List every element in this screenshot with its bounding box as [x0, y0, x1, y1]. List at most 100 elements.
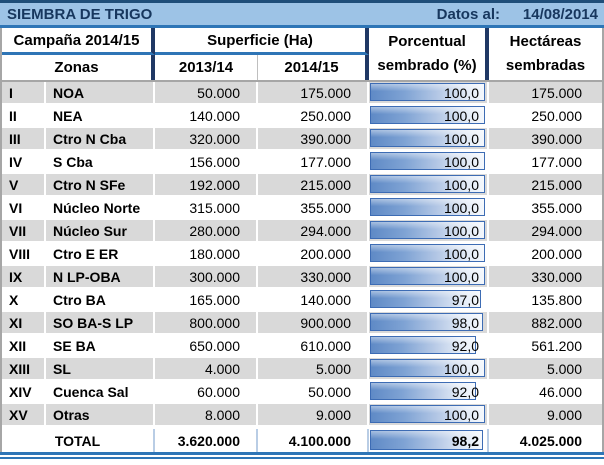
hectareas-value: 561.200: [489, 335, 602, 356]
pct-bar: [370, 221, 485, 239]
zone-name: Otras: [46, 404, 155, 425]
pct-value: 97,0: [451, 291, 479, 308]
superficie-2014-value: 5.000: [258, 358, 369, 379]
table-row: IX N LP-OBA 300.000 330.000 100,0 330.000: [2, 266, 602, 289]
superficie-2014-value: 50.000: [258, 381, 369, 402]
pct-bar: [370, 336, 476, 354]
zone-name: Cuenca Sal: [46, 381, 155, 402]
pct-value: 100,0: [443, 153, 479, 170]
header-porcentual-line1: Porcentual: [388, 33, 466, 50]
table-row: VIII Ctro E ER 180.000 200.000 100,0 200.000: [2, 243, 602, 266]
datos-al-label: Datos al:: [436, 5, 500, 23]
total-pct-cell: 98,2: [369, 429, 489, 452]
header-zonas: Zonas: [2, 55, 155, 80]
superficie-2014-value: 294.000: [258, 220, 369, 241]
pct-cell: 100,0: [369, 220, 489, 241]
superficie-2013-value: 192.000: [155, 174, 258, 195]
row-index: VII: [2, 220, 46, 241]
pct-bar: [370, 175, 485, 193]
hectareas-value: 5.000: [489, 358, 602, 379]
row-index: II: [2, 105, 46, 126]
pct-value: 100,0: [443, 130, 479, 147]
superficie-2013-value: 315.000: [155, 197, 258, 218]
table-rows: I NOA 50.000 175.000 100,0 175.000 II NEA 140.00…: [2, 82, 602, 427]
pct-cell: 100,0: [369, 243, 489, 264]
pct-bar: [370, 152, 485, 170]
superficie-2014-value: 9.000: [258, 404, 369, 425]
zone-name: NOA: [46, 82, 155, 103]
pct-bar: [370, 382, 476, 400]
pct-bar: [370, 83, 485, 101]
hectareas-value: 250.000: [489, 105, 602, 126]
table-header: Campaña 2014/15 Superficie (Ha) Porcentu…: [2, 28, 602, 82]
header-hectareas: Hectáreas sembradas: [489, 28, 602, 80]
table-row: XIV Cuenca Sal 60.000 50.000 92,0 46.000: [2, 381, 602, 404]
zone-name: N LP-OBA: [46, 266, 155, 287]
header-porcentual: Porcentual sembrado (%): [369, 28, 489, 80]
header-2014-15: 2014/15: [258, 55, 369, 80]
pct-bar: [370, 405, 485, 423]
zone-name: Ctro BA: [46, 289, 155, 310]
superficie-2013-value: 800.000: [155, 312, 258, 333]
hectareas-value: 215.000: [489, 174, 602, 195]
superficie-2013-value: 8.000: [155, 404, 258, 425]
header-hectareas-line1: Hectáreas: [509, 33, 582, 50]
pct-bar: [370, 129, 485, 147]
pct-bar: [370, 313, 483, 331]
hectareas-value: 355.000: [489, 197, 602, 218]
hectareas-value: 177.000: [489, 151, 602, 172]
total-pct-value: 98,2: [451, 432, 479, 449]
pct-value: 100,0: [443, 222, 479, 239]
total-superficie-2014: 4.100.000: [258, 429, 369, 452]
superficie-2013-value: 140.000: [155, 105, 258, 126]
pct-cell: 100,0: [369, 105, 489, 126]
page-title: SIEMBRA DE TRIGO: [7, 5, 153, 23]
pct-bar: [370, 290, 482, 308]
pct-value: 92,0: [451, 337, 479, 354]
superficie-2013-value: 60.000: [155, 381, 258, 402]
pct-cell: 97,0: [369, 289, 489, 310]
superficie-2014-value: 355.000: [258, 197, 369, 218]
row-index: IX: [2, 266, 46, 287]
pct-cell: 100,0: [369, 266, 489, 287]
table-row: II NEA 140.000 250.000 100,0 250.000: [2, 105, 602, 128]
pct-value: 100,0: [443, 199, 479, 216]
superficie-2013-value: 165.000: [155, 289, 258, 310]
row-index: XIV: [2, 381, 46, 402]
hectareas-value: 330.000: [489, 266, 602, 287]
superficie-2014-value: 330.000: [258, 266, 369, 287]
header-campaign: Campaña 2014/15: [2, 28, 155, 55]
table-body: Campaña 2014/15 Superficie (Ha) Porcentu…: [0, 28, 604, 452]
row-index: IV: [2, 151, 46, 172]
superficie-2014-value: 140.000: [258, 289, 369, 310]
pct-value: 92,0: [451, 383, 479, 400]
superficie-2014-value: 200.000: [258, 243, 369, 264]
table-row: XII SE BA 650.000 610.000 92,0 561.200: [2, 335, 602, 358]
superficie-2014-value: 900.000: [258, 312, 369, 333]
row-index: XIII: [2, 358, 46, 379]
row-index: III: [2, 128, 46, 149]
zone-name: Núcleo Norte: [46, 197, 155, 218]
hectareas-value: 882.000: [489, 312, 602, 333]
superficie-2013-value: 300.000: [155, 266, 258, 287]
zone-name: SE BA: [46, 335, 155, 356]
header-superficie: Superficie (Ha): [155, 28, 369, 55]
row-index: XI: [2, 312, 46, 333]
pct-bar: [370, 267, 485, 285]
pct-cell: 98,0: [369, 312, 489, 333]
table-row: I NOA 50.000 175.000 100,0 175.000: [2, 82, 602, 105]
hectareas-value: 200.000: [489, 243, 602, 264]
pct-value: 100,0: [443, 268, 479, 285]
total-row: TOTAL 3.620.000 4.100.000 98,2 4.025.000: [2, 427, 602, 452]
pct-value: 100,0: [443, 406, 479, 423]
hectareas-value: 175.000: [489, 82, 602, 103]
superficie-2014-value: 390.000: [258, 128, 369, 149]
pct-value: 100,0: [443, 176, 479, 193]
zone-name: Ctro N Cba: [46, 128, 155, 149]
superficie-2014-value: 610.000: [258, 335, 369, 356]
header-porcentual-line2: sembrado (%): [377, 57, 477, 74]
superficie-2014-value: 177.000: [258, 151, 369, 172]
pct-cell: 100,0: [369, 197, 489, 218]
hectareas-value: 46.000: [489, 381, 602, 402]
table-row: III Ctro N Cba 320.000 390.000 100,0 390.000: [2, 128, 602, 151]
